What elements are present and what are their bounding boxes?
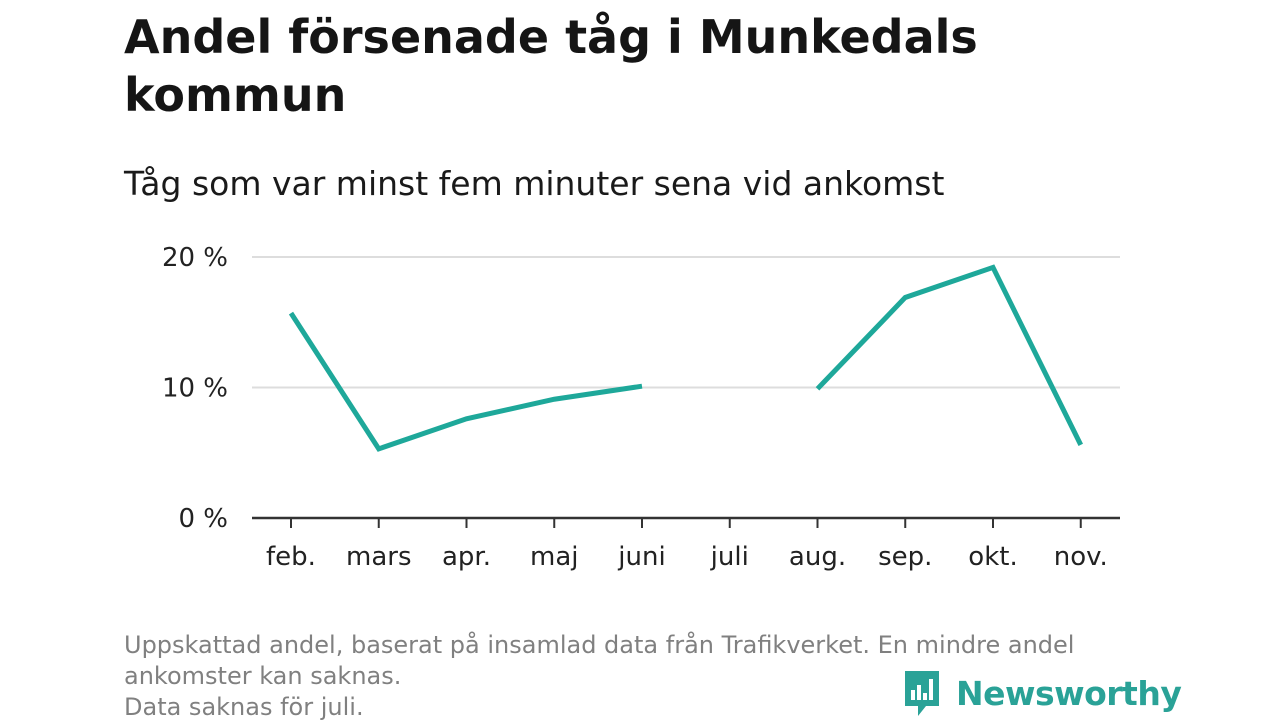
x-axis-tick-labels: feb. mars apr. maj juni juli aug. sep. okt. nov. xyxy=(266,542,1108,572)
footnote-line-3: Data saknas för juli. xyxy=(124,693,364,721)
y-axis-tick-labels: 0 % 10 % 20 % xyxy=(162,243,228,534)
x-axis xyxy=(252,516,1120,528)
chart-subtitle: Tåg som var minst fem minuter sena vid a… xyxy=(124,164,945,203)
line-chart: 0 % 10 % 20 % feb. mars apr. maj juni juli aug. s… xyxy=(162,243,1120,572)
x-tick-label: maj xyxy=(530,542,578,572)
x-tick-label: apr. xyxy=(442,542,491,572)
x-tick-label: okt. xyxy=(968,542,1017,572)
x-tick-label: mars xyxy=(346,542,412,572)
x-tick-label: juni xyxy=(617,542,665,572)
x-tick-label: sep. xyxy=(878,542,932,572)
chart-footnote: Uppskattad andel, baserat på insamlad da… xyxy=(124,630,1164,723)
x-tick-label: nov. xyxy=(1054,542,1108,572)
y-tick-label: 20 % xyxy=(162,243,228,273)
chart-title: Andel försenade tåg i Munkedals kommun xyxy=(124,10,978,122)
x-tick-label: aug. xyxy=(789,542,846,572)
bar-chart-bubble-icon xyxy=(905,671,939,716)
footnote-line-2: ankomster kan saknas. xyxy=(124,662,402,690)
y-tick-label: 0 % xyxy=(178,504,228,534)
newsworthy-logo: Newsworthy xyxy=(902,668,1182,718)
series-lines xyxy=(288,264,1083,452)
y-tick-label: 10 % xyxy=(162,374,228,404)
series-line-segment-2 xyxy=(815,264,1083,447)
footnote-line-1: Uppskattad andel, baserat på insamlad da… xyxy=(124,631,1075,659)
x-tick-label: juli xyxy=(710,542,749,572)
series-line-segment-1 xyxy=(288,311,643,452)
x-tick-label: feb. xyxy=(266,542,316,572)
brand-name: Newsworthy xyxy=(956,673,1182,713)
grid-lines xyxy=(252,256,1120,389)
